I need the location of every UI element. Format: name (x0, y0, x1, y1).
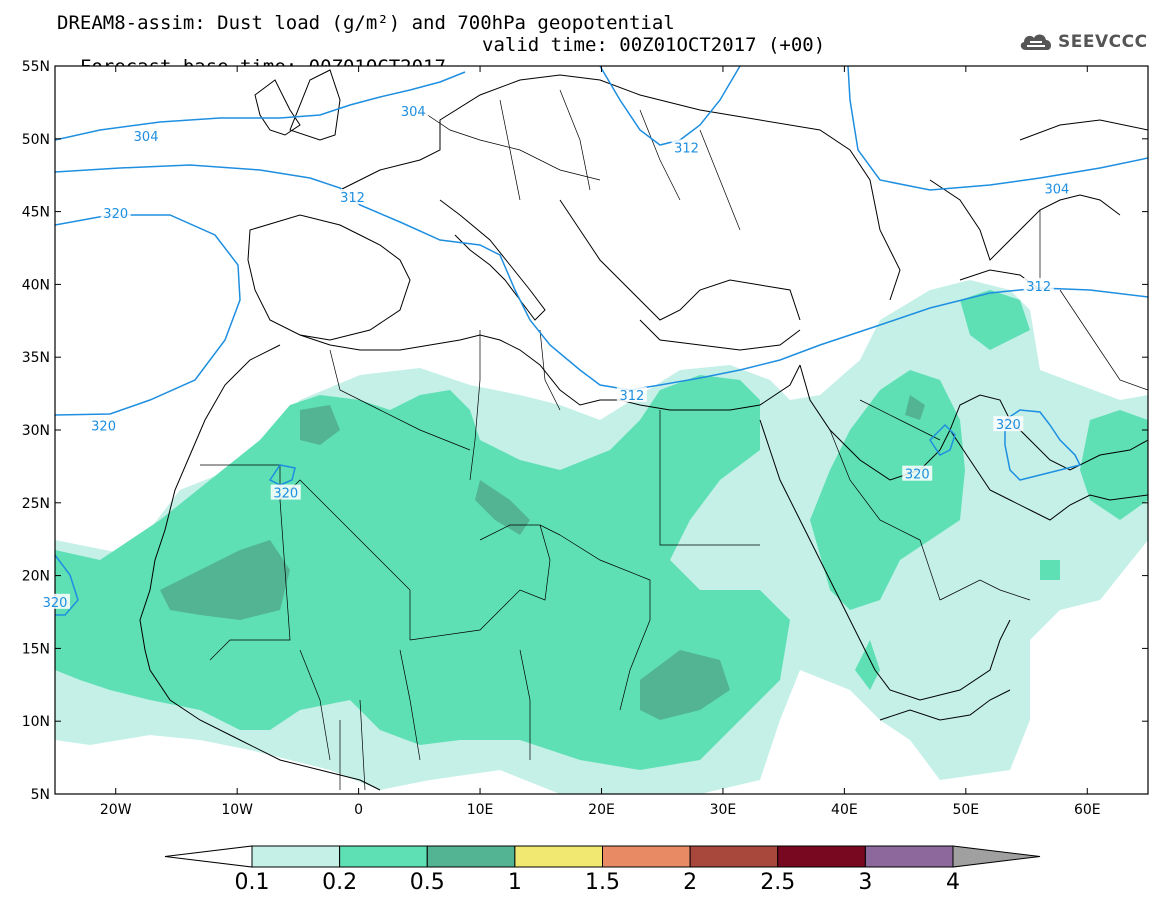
lat-tick-label: 50N (22, 132, 50, 148)
colorbar-bin (777, 845, 866, 868)
contour-label: 312 (619, 389, 644, 404)
lon-tick-label: 20E (588, 802, 615, 818)
contour-label-background (131, 127, 162, 143)
contour-label-background (616, 387, 647, 403)
lat-tick-label: 55N (22, 59, 50, 75)
colorbar-bin (602, 845, 691, 868)
logo-text: SEEVCCC (1058, 32, 1148, 52)
lat-tick-label: 10N (22, 714, 50, 730)
colorbar-tick-label: 0.5 (409, 870, 445, 895)
contour-label: 304 (1045, 182, 1070, 197)
valid-time: valid time: 00Z01OCT2017 (+00) (482, 34, 826, 56)
contour-label: 312 (674, 142, 699, 157)
contour-label: 304 (134, 130, 159, 145)
lat-tick-label: 45N (22, 205, 50, 221)
contour-label-background (100, 205, 131, 221)
colorbar-bin (864, 845, 954, 868)
contour-label: 320 (91, 420, 116, 435)
map-axes: 55N 50N 45N 40N 35N 30N 25N 20N 15N 10N 5N 20W 10W 0 1… (22, 59, 1148, 818)
contour-label: 312 (340, 191, 365, 206)
contour-label: 320 (905, 468, 930, 483)
lon-tick-label: 10E (467, 802, 494, 818)
contour-label: 320 (43, 596, 68, 611)
contour-label: 320 (996, 418, 1021, 433)
coastlines-borders (139, 69, 1148, 791)
lat-tick-label: 5N (31, 787, 50, 803)
lon-tick-label: 10W (221, 802, 253, 818)
chart-title: DREAM8-assim: Dust load (g/m²) and 700hP… (57, 12, 675, 34)
lat-tick-label: 20N (22, 569, 50, 585)
colorbar-tick-label: 0.1 (234, 870, 270, 895)
contour-label: 304 (401, 105, 426, 120)
contour-label-background (337, 189, 368, 205)
contour-label-background (270, 484, 301, 500)
lon-tick-label: 0 (354, 802, 363, 818)
colorbar-tick-label: 4 (946, 870, 960, 895)
cloud-icon (1020, 34, 1052, 50)
contour-label: 312 (1026, 280, 1051, 295)
lat-tick-label: 35N (22, 350, 50, 366)
lat-tick-label: 40N (22, 277, 50, 293)
colorbar-tick-label: 3 (858, 870, 873, 895)
colorbar-bin (251, 845, 341, 868)
colorbar-tick-label: 2 (683, 870, 698, 895)
colorbar-tick-label: 2.5 (760, 870, 796, 895)
contour-label-background (671, 139, 702, 155)
colorbar-tick-label: 1.5 (585, 870, 620, 895)
contour-label-background (902, 465, 933, 481)
colorbar (164, 845, 1041, 868)
country-borders (200, 89, 1148, 791)
lon-tick-label: 40E (831, 802, 858, 818)
contour-labels: 304 304 312 312 320 304 312 312 320 320 320 320 320 (40, 103, 1072, 611)
lon-tick-label: 30E (710, 802, 737, 818)
dust-layer-high (160, 395, 925, 720)
colorbar-tick-label: 1 (507, 870, 522, 895)
lon-tick-label: 50E (952, 802, 979, 818)
geopotential-contours (55, 66, 1148, 616)
lon-tick-label: 20W (100, 802, 132, 818)
contour-label-background (993, 416, 1024, 432)
lat-tick-label: 30N (22, 423, 50, 439)
colorbar-bin (689, 845, 779, 868)
contour-label: 320 (103, 207, 128, 222)
colorbar-bin (514, 845, 603, 868)
colorbar-under-triangle (164, 845, 253, 868)
colorbar-tick-label: 0.2 (322, 870, 358, 895)
contour-label-background (1023, 277, 1054, 293)
colorbar-bin (426, 845, 516, 868)
contour-label-background (40, 593, 70, 609)
contour-label-background (398, 103, 429, 119)
contour-label-background (1041, 180, 1072, 196)
lat-tick-label: 25N (22, 496, 50, 512)
contour-label-background (88, 417, 119, 433)
seevccc-logo: SEEVCCC (1018, 28, 1148, 56)
contour-label: 320 (273, 487, 298, 502)
lat-tick-label: 15N (22, 641, 50, 657)
colorbar-over-triangle (952, 845, 1041, 868)
dust-layer-moderate (55, 290, 1148, 770)
colorbar-bin (339, 845, 428, 868)
lon-tick-label: 60E (1074, 802, 1101, 818)
